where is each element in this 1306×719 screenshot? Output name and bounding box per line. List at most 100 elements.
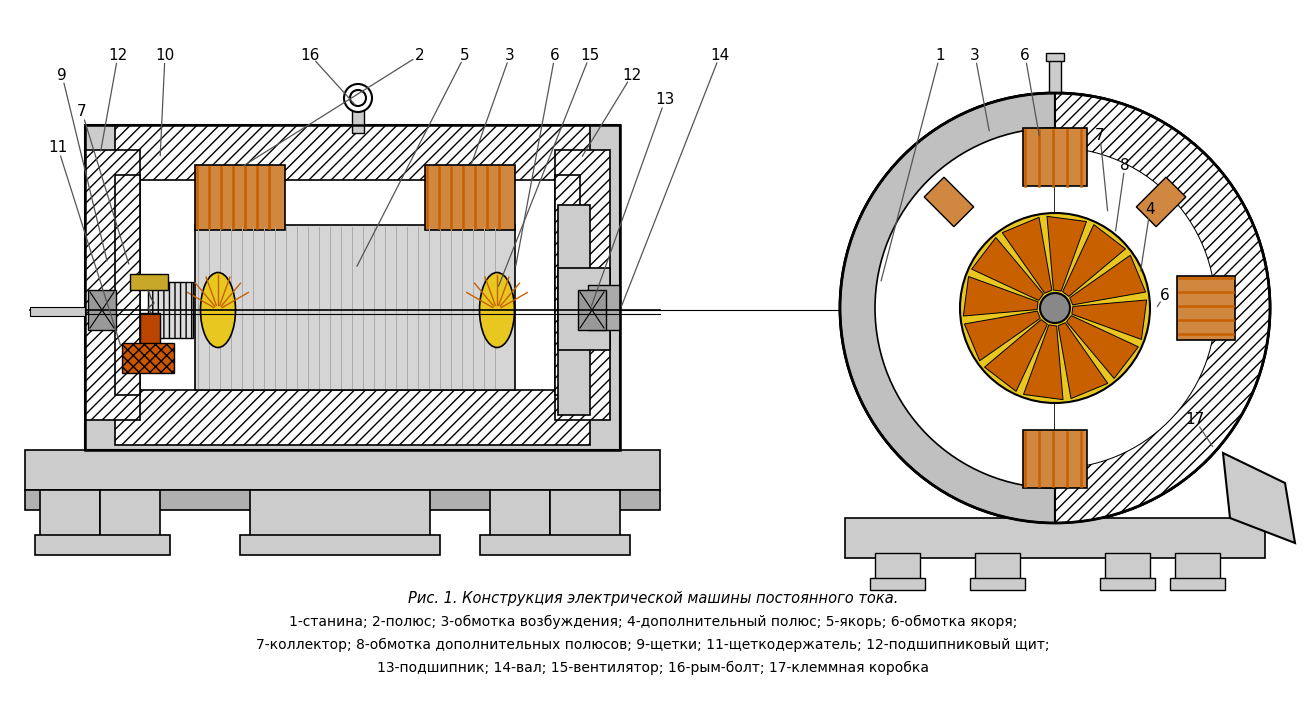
Polygon shape <box>249 490 430 540</box>
Polygon shape <box>558 268 610 350</box>
Polygon shape <box>1063 224 1126 296</box>
Bar <box>875 553 919 581</box>
Text: 7: 7 <box>77 104 86 119</box>
Polygon shape <box>1067 316 1139 378</box>
Bar <box>1023 128 1087 186</box>
Polygon shape <box>558 205 590 415</box>
Circle shape <box>870 123 1239 493</box>
Circle shape <box>350 90 366 106</box>
Text: 13-подшипник; 14-вал; 15-вентилятор; 16-рым-болт; 17-клеммная коробка: 13-подшипник; 14-вал; 15-вентилятор; 16-… <box>377 661 929 675</box>
Text: 6: 6 <box>1020 47 1030 63</box>
Text: 1-станина; 2-полюс; 3-обмотка возбуждения; 4-дополнительный полюс; 5-якорь; 6-об: 1-станина; 2-полюс; 3-обмотка возбуждени… <box>289 615 1017 629</box>
Polygon shape <box>1002 217 1051 293</box>
Polygon shape <box>115 155 590 420</box>
Polygon shape <box>985 319 1047 391</box>
Bar <box>88 290 116 330</box>
Text: 8: 8 <box>1121 157 1130 173</box>
Bar <box>85 150 140 420</box>
Text: 14: 14 <box>710 47 730 63</box>
Text: 3: 3 <box>970 47 980 63</box>
Polygon shape <box>35 535 170 555</box>
Bar <box>115 390 590 445</box>
Polygon shape <box>550 490 620 540</box>
Polygon shape <box>925 177 974 226</box>
Polygon shape <box>964 277 1038 316</box>
Bar <box>1170 578 1225 590</box>
Bar <box>970 578 1025 590</box>
Text: 5: 5 <box>460 47 470 63</box>
Bar <box>195 225 515 390</box>
Polygon shape <box>1072 300 1147 339</box>
Polygon shape <box>1222 453 1296 543</box>
Text: 15: 15 <box>580 47 599 63</box>
Bar <box>1023 430 1087 488</box>
Bar <box>555 150 610 420</box>
Bar <box>121 343 174 373</box>
Polygon shape <box>1070 255 1145 305</box>
Text: 7: 7 <box>1096 127 1105 142</box>
Bar <box>1100 578 1155 590</box>
Bar <box>424 165 515 230</box>
Polygon shape <box>972 237 1043 301</box>
Bar <box>1046 53 1064 61</box>
Polygon shape <box>588 285 620 330</box>
Polygon shape <box>481 535 629 555</box>
Bar <box>115 125 590 180</box>
Text: 16: 16 <box>300 47 320 63</box>
Circle shape <box>1040 293 1070 323</box>
Bar <box>579 290 606 330</box>
Polygon shape <box>1024 325 1063 400</box>
Bar <box>976 553 1020 581</box>
Text: 3: 3 <box>505 47 515 63</box>
Bar <box>1175 553 1220 581</box>
Ellipse shape <box>201 273 235 347</box>
Polygon shape <box>1058 323 1107 398</box>
Polygon shape <box>490 490 550 540</box>
Text: 9: 9 <box>57 68 67 83</box>
Bar <box>1049 58 1060 93</box>
Circle shape <box>960 213 1151 403</box>
Polygon shape <box>101 490 161 540</box>
Polygon shape <box>40 490 101 540</box>
Text: 12: 12 <box>623 68 641 83</box>
Text: 6: 6 <box>1160 288 1170 303</box>
Text: 10: 10 <box>155 47 175 63</box>
Circle shape <box>840 93 1269 523</box>
Polygon shape <box>85 125 620 450</box>
Text: 13: 13 <box>656 93 675 108</box>
Bar <box>353 108 364 133</box>
Bar <box>1177 276 1235 340</box>
Wedge shape <box>875 128 1055 488</box>
Bar <box>121 343 174 373</box>
Polygon shape <box>1047 216 1087 291</box>
Text: Рис. 1. Конструкция электрической машины постоянного тока.: Рис. 1. Конструкция электрической машины… <box>407 590 899 605</box>
Wedge shape <box>1055 93 1269 523</box>
Polygon shape <box>25 490 660 510</box>
Text: 17: 17 <box>1186 413 1204 428</box>
Text: 11: 11 <box>48 140 68 155</box>
Bar <box>148 282 193 338</box>
Text: 1: 1 <box>935 47 944 63</box>
Polygon shape <box>240 535 440 555</box>
Bar <box>870 578 925 590</box>
Wedge shape <box>840 93 1055 523</box>
Text: 4: 4 <box>1145 203 1155 218</box>
Circle shape <box>343 84 372 112</box>
Wedge shape <box>1055 148 1215 468</box>
Bar <box>148 282 193 338</box>
Polygon shape <box>25 450 660 490</box>
Text: 7-коллектор; 8-обмотка дополнительных полюсов; 9-щетки; 11-щеткодержатель; 12-по: 7-коллектор; 8-обмотка дополнительных по… <box>256 638 1050 652</box>
Polygon shape <box>1136 177 1186 226</box>
Bar <box>115 175 140 395</box>
Polygon shape <box>845 518 1266 558</box>
Bar <box>140 313 161 345</box>
Text: 6: 6 <box>550 47 560 63</box>
Text: 2: 2 <box>415 47 424 63</box>
Bar <box>195 165 285 230</box>
Bar <box>30 307 85 316</box>
Bar <box>131 274 168 290</box>
Text: 12: 12 <box>108 47 128 63</box>
Bar <box>1105 553 1151 581</box>
Ellipse shape <box>479 273 515 347</box>
Bar <box>555 175 580 395</box>
